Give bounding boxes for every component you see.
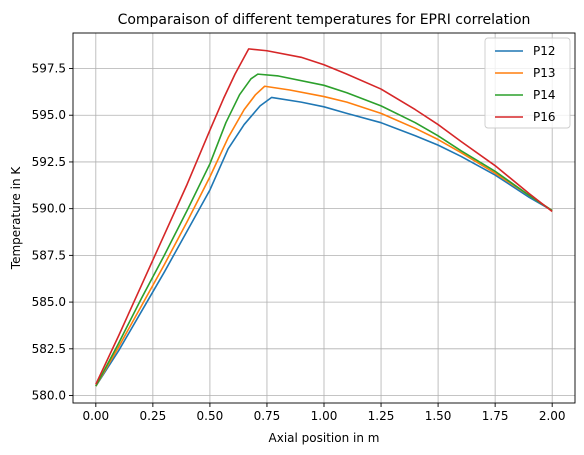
y-tick-label: 597.5 <box>32 62 66 76</box>
series-lines <box>95 48 553 387</box>
y-tick-label: 585.0 <box>32 295 66 309</box>
y-tick-label: 580.0 <box>32 389 66 403</box>
x-tick-label: 1.25 <box>368 409 395 423</box>
y-tick-label: 587.5 <box>32 248 66 262</box>
series-line-p12 <box>95 96 553 387</box>
legend-label-p13: P13 <box>533 66 556 80</box>
legend-label-p14: P14 <box>533 88 556 102</box>
ticks: 0.00 0.25 0.50 0.75 1.00 1.25 1.50 1.75 2.00 580.… <box>32 62 566 423</box>
x-tick-label: 0.25 <box>140 409 167 423</box>
chart-title: Comparaison of different temperatures fo… <box>118 12 531 28</box>
series-line-p13 <box>95 85 553 387</box>
x-tick-label: 1.75 <box>482 409 509 423</box>
x-axis-label: Axial position in m <box>269 431 380 445</box>
x-tick-label: 0.75 <box>254 409 281 423</box>
legend-label-p12: P12 <box>533 44 556 58</box>
legend: P12 P13 P14 P16 <box>484 37 571 129</box>
series-line-p14 <box>95 73 553 387</box>
y-tick-label: 595.0 <box>32 108 66 122</box>
x-tick-label: 0.00 <box>82 409 109 423</box>
x-tick-label: 0.50 <box>197 409 224 423</box>
x-tick-label: 2.00 <box>539 409 566 423</box>
series-line-p16 <box>95 48 553 385</box>
legend-box <box>484 37 571 129</box>
y-tick-label: 592.5 <box>32 155 66 169</box>
x-tick-label: 1.50 <box>425 409 452 423</box>
legend-label-p16: P16 <box>533 110 556 124</box>
x-tick-label: 1.00 <box>311 409 338 423</box>
y-tick-label: 590.0 <box>32 202 66 216</box>
y-axis-label: Temperature in K <box>9 166 23 271</box>
y-tick-label: 582.5 <box>32 342 66 356</box>
